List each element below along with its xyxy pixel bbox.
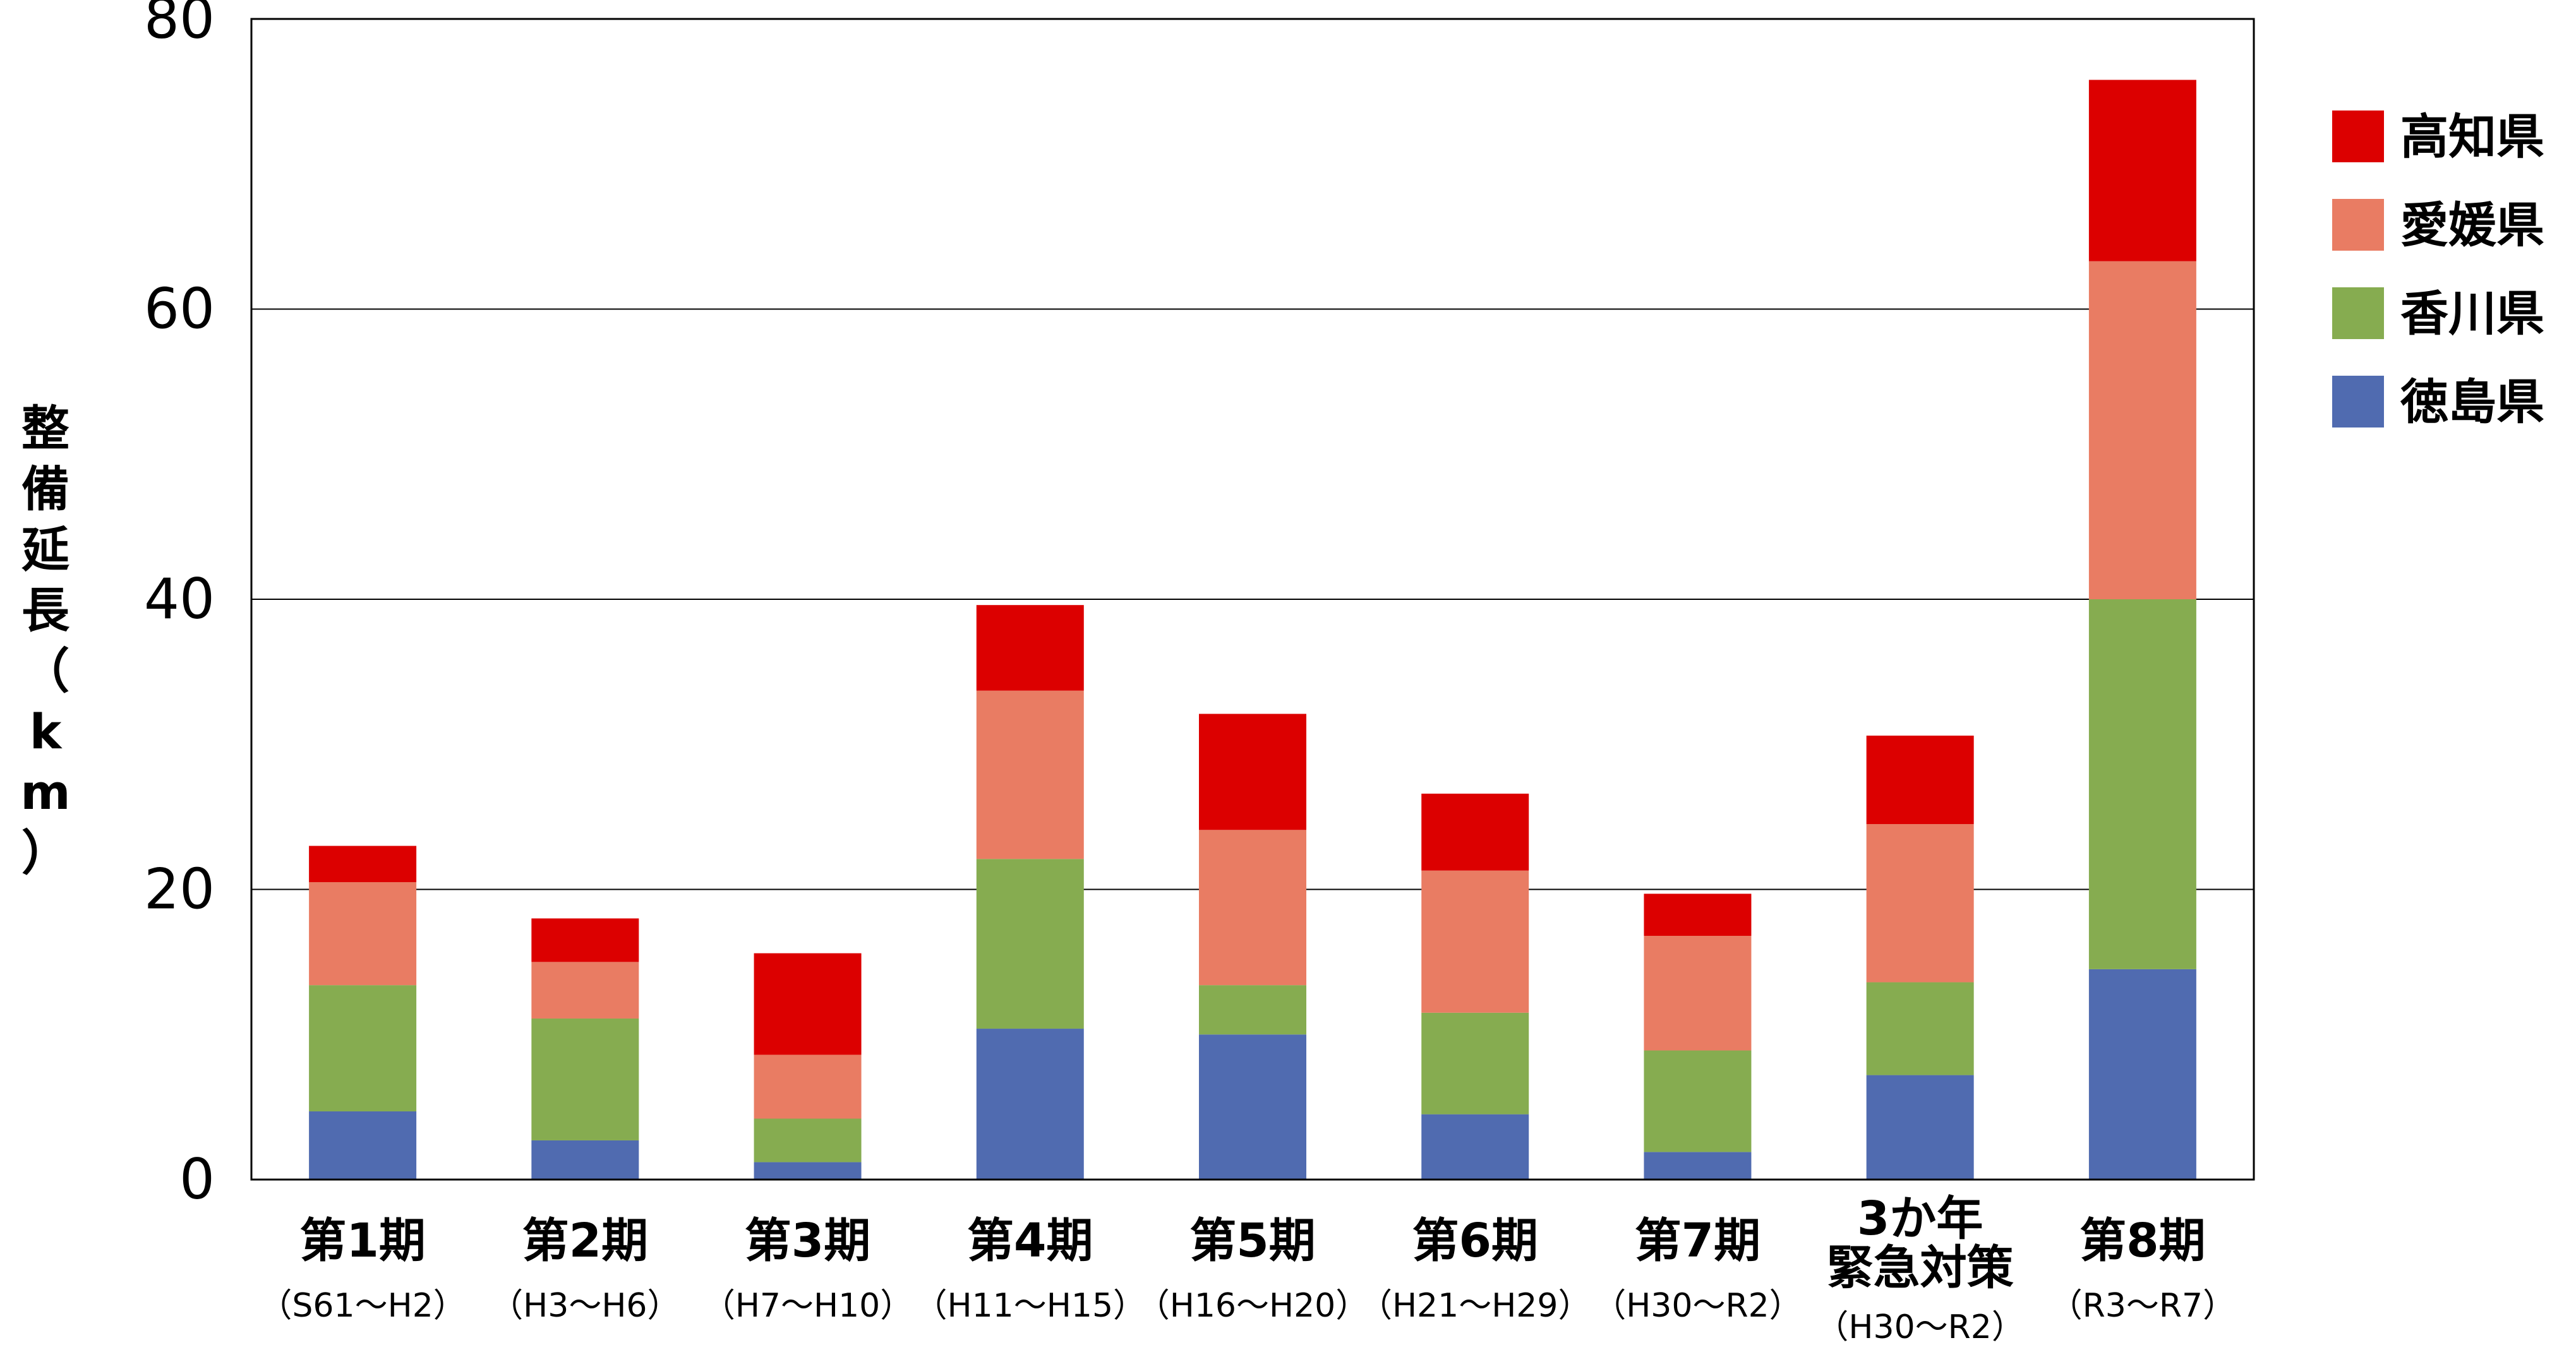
bar-segment — [531, 1018, 639, 1140]
x-category-label: 第3期 — [745, 1214, 871, 1268]
bar-segment — [531, 1140, 639, 1180]
bar-segment — [2088, 969, 2196, 1180]
x-category-label: 第5期 — [1189, 1214, 1316, 1268]
bar-segment — [976, 1029, 1084, 1180]
x-category-period: （H21～H29） — [1359, 1287, 1591, 1325]
bar-segment — [976, 859, 1084, 1029]
x-category-period: （H11～H15） — [915, 1287, 1147, 1325]
bar-segment — [2088, 80, 2196, 261]
bar-segment — [1199, 985, 1306, 1035]
y-axis-title-char: 整 — [21, 400, 69, 457]
x-category-label: 第2期 — [522, 1214, 649, 1268]
bar-segment — [754, 1118, 862, 1163]
bar-segment — [2088, 599, 2196, 969]
bar-segment — [1644, 936, 1752, 1051]
x-category-period: （H3～H6） — [490, 1287, 680, 1325]
bar-segment — [2088, 261, 2196, 599]
y-axis-title-char: 延 — [21, 522, 69, 578]
x-category-period: （H7～H10） — [702, 1287, 913, 1325]
bar-segment — [976, 605, 1084, 691]
y-tick-label: 80 — [144, 0, 215, 51]
x-category-period: （S61～H2） — [259, 1287, 466, 1325]
bar-segment — [754, 953, 862, 1055]
y-tick-label: 60 — [144, 277, 215, 342]
bar-segment — [754, 1162, 862, 1180]
plot-area-frame — [250, 18, 2255, 1181]
bar-segment — [754, 1055, 862, 1119]
y-axis-title-char: ） — [21, 825, 69, 881]
legend-label: 愛媛県 — [2400, 197, 2544, 253]
y-axis-title-char: m — [20, 764, 70, 820]
bar-segment — [309, 1111, 417, 1180]
y-tick-label: 40 — [144, 566, 215, 631]
x-category-label: 第8期 — [2079, 1214, 2206, 1268]
bar-segment — [1644, 1050, 1752, 1152]
x-category-period: （R3～R7） — [2050, 1287, 2236, 1325]
legend-swatch — [2332, 199, 2384, 251]
y-axis-title-char: k — [30, 703, 63, 760]
x-category-label: 第4期 — [967, 1214, 1093, 1268]
bar-segment — [1199, 830, 1306, 986]
y-axis-title-char: 備 — [21, 461, 69, 517]
x-category-label: 第6期 — [1412, 1214, 1538, 1268]
bar-segment — [1644, 894, 1752, 936]
x-category-label: 第7期 — [1635, 1214, 1761, 1268]
bar-segment — [1866, 982, 1974, 1075]
bar-segment — [1866, 1075, 1974, 1180]
x-category-label: 緊急対策 — [1827, 1241, 2014, 1295]
y-axis-title-char: （ — [21, 643, 69, 699]
bar-segment — [1421, 870, 1529, 1013]
x-category-period: （H16～H20） — [1137, 1287, 1369, 1325]
bar-segment — [309, 882, 417, 986]
bar-segment — [1866, 824, 1974, 983]
bar-segment — [1421, 793, 1529, 871]
y-tick-label: 20 — [144, 857, 215, 922]
legend-swatch — [2332, 111, 2384, 162]
bar-segment — [1421, 1114, 1529, 1180]
legend-label: 高知県 — [2400, 109, 2544, 165]
x-category-label: 3か年 — [1857, 1192, 1983, 1246]
x-category-period: （H30～R2） — [1815, 1308, 2025, 1346]
y-axis-ticks: 0 20 40 60 80 — [144, 0, 215, 1212]
x-category-label: 第1期 — [299, 1214, 426, 1268]
bar-segment — [309, 846, 417, 883]
bars — [309, 80, 2196, 1180]
bar-segment — [1199, 714, 1306, 830]
bar-segment — [1644, 1152, 1752, 1180]
y-axis-title-char: 長 — [21, 582, 70, 638]
legend-label: 徳島県 — [2400, 374, 2544, 430]
bar-segment — [531, 918, 639, 962]
y-tick-label: 0 — [179, 1147, 215, 1212]
bar-segment — [531, 962, 639, 1019]
x-category-period: （H30～R2） — [1593, 1287, 1802, 1325]
bar-segment — [1866, 735, 1974, 825]
bar-segment — [1199, 1034, 1306, 1180]
x-axis-labels: 第1期 （S61～H2） 第2期 （H3～H6） 第3期 （H7～H10） 第4期 （H11～… — [259, 1192, 2236, 1346]
bar-segment — [976, 690, 1084, 859]
legend-swatch — [2332, 287, 2384, 339]
bar-segment — [309, 985, 417, 1112]
legend-label: 香川県 — [2400, 285, 2544, 342]
legend-swatch — [2332, 376, 2384, 427]
bar-segment — [1421, 1012, 1529, 1115]
